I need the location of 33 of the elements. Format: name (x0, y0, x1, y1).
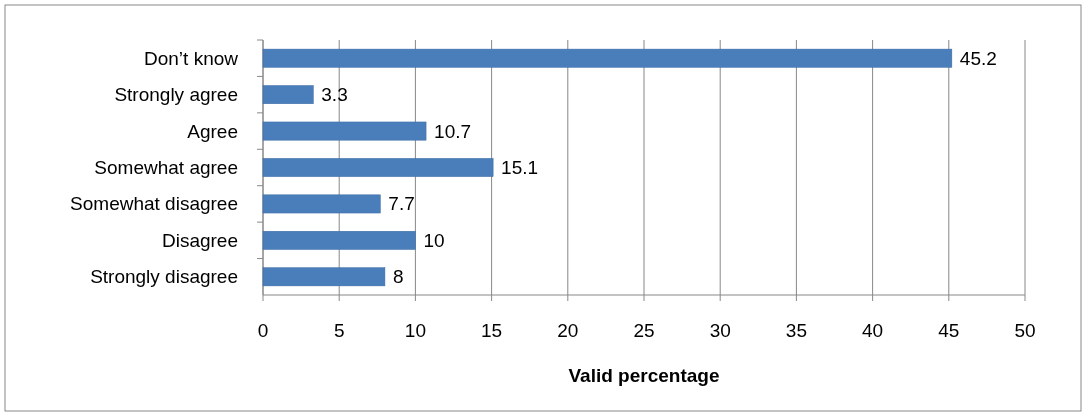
data-label: 10 (423, 229, 445, 251)
y-tick-label: Somewhat disagree (70, 193, 238, 215)
bar (262, 85, 314, 104)
data-label: 45.2 (959, 47, 997, 69)
x-axis-title: Valid percentage (568, 365, 720, 386)
bar (262, 121, 427, 141)
x-tick-label: 10 (404, 320, 426, 341)
x-tick-label: 25 (633, 320, 655, 341)
y-tick-label: Strongly disagree (90, 266, 238, 288)
x-tick-label: 5 (333, 320, 345, 341)
x-tick-label: 40 (862, 320, 884, 341)
bar (262, 231, 416, 250)
y-tick-label: Strongly agree (114, 84, 238, 106)
y-tick-label: Don’t know (144, 47, 239, 69)
y-tick-label: Somewhat agree (94, 157, 238, 178)
x-tick-label: 0 (257, 320, 269, 341)
bar (262, 158, 494, 177)
x-tick-label: 20 (557, 320, 579, 341)
data-label: 8 (392, 266, 404, 288)
data-label: 7.7 (388, 193, 415, 215)
x-tick-label: 45 (938, 320, 960, 341)
bar (262, 48, 953, 68)
bar (262, 267, 386, 287)
x-tick-label: 15 (481, 320, 503, 341)
data-label: 10.7 (434, 120, 472, 142)
x-tick-label: 35 (785, 320, 807, 341)
bar (262, 194, 381, 214)
y-tick-label: Agree (187, 120, 238, 142)
data-label: 15.1 (501, 157, 539, 178)
x-tick-label: 50 (1014, 320, 1036, 341)
x-tick-label: 30 (709, 320, 731, 341)
y-tick-label: Disagree (161, 229, 238, 251)
data-label: 3.3 (321, 84, 348, 106)
